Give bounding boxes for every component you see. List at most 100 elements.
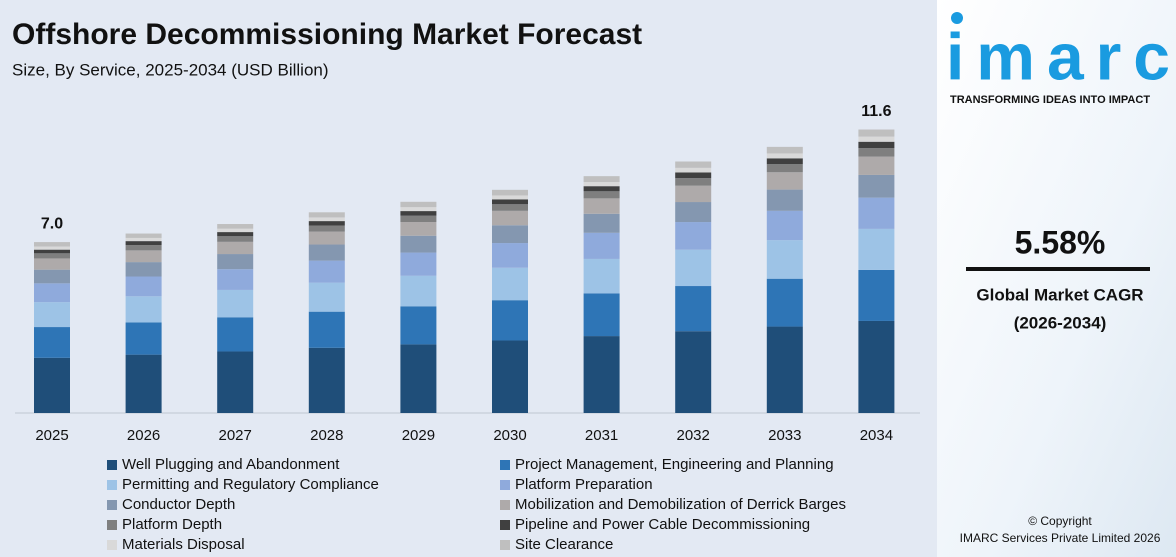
bar-segment xyxy=(34,242,70,247)
x-tick-label: 2026 xyxy=(127,427,160,444)
x-tick-label: 2028 xyxy=(310,427,343,444)
x-tick-label: 2029 xyxy=(402,427,435,444)
bar-segment xyxy=(492,267,528,301)
bar-segment xyxy=(858,174,895,198)
bar-segment xyxy=(583,182,620,187)
legend-label: Pipeline and Power Cable Decommissioning xyxy=(515,516,810,533)
bar-segment xyxy=(858,156,895,175)
total-label: 7.0 xyxy=(41,215,63,232)
bar-segment xyxy=(858,197,895,229)
legend-swatch xyxy=(107,480,117,490)
bar-segment xyxy=(400,207,437,212)
bar-segment xyxy=(125,262,162,277)
bar-segment xyxy=(217,289,254,318)
bar-segment xyxy=(308,221,345,226)
bar-segment xyxy=(400,235,437,253)
bar-segment xyxy=(858,320,895,413)
legend-swatch xyxy=(500,500,510,510)
bar-segment xyxy=(34,302,70,328)
bar-segment xyxy=(34,357,70,413)
company: IMARC Services Private Limited 2026 xyxy=(960,531,1161,545)
bar-segment xyxy=(858,148,895,157)
bar-segment xyxy=(34,283,70,303)
x-tick-label: 2033 xyxy=(768,427,801,444)
bar-segment xyxy=(34,246,70,250)
bar-segment xyxy=(125,233,162,238)
bar-segment xyxy=(583,232,620,259)
bar-segment xyxy=(308,282,345,312)
cagr-value: 5.58% xyxy=(1015,224,1106,260)
bar-segment xyxy=(308,225,345,232)
bar-segment xyxy=(675,249,712,287)
bar-segment xyxy=(125,276,162,297)
bar-segment xyxy=(400,215,437,223)
bar-segment xyxy=(766,326,803,413)
legend-swatch xyxy=(500,460,510,470)
bar-segment xyxy=(766,158,803,165)
bar-segment xyxy=(125,237,162,242)
total-label: 11.6 xyxy=(861,103,891,120)
legend-swatch xyxy=(500,540,510,550)
cagr-label: Global Market CAGR xyxy=(976,285,1143,304)
legend-label: Platform Preparation xyxy=(515,476,653,493)
cagr-rule xyxy=(966,267,1150,271)
bar-segment xyxy=(400,211,437,216)
copyright: © Copyright xyxy=(1028,514,1092,528)
bar-segment xyxy=(675,331,712,413)
bar-segment xyxy=(400,252,437,276)
bar-segment xyxy=(766,146,803,154)
bar-segment xyxy=(675,167,712,173)
bar-segment xyxy=(583,258,620,294)
legend-label: Materials Disposal xyxy=(122,536,245,553)
bar-segment xyxy=(492,210,528,226)
bar-segment xyxy=(583,176,620,183)
legend-label: Well Plugging and Abandonment xyxy=(122,456,340,473)
bar-segment xyxy=(217,351,254,413)
bar-segment xyxy=(400,201,437,208)
bar-segment xyxy=(125,296,162,323)
bar-segment xyxy=(766,153,803,159)
bar-segment xyxy=(675,161,712,168)
bar-segment xyxy=(492,243,528,268)
legend-label: Permitting and Regulatory Compliance xyxy=(122,476,379,493)
bar-segment xyxy=(492,189,528,196)
x-tick-label: 2031 xyxy=(585,427,618,444)
legend-swatch xyxy=(107,460,117,470)
bar-segment xyxy=(766,210,803,241)
bar-segment xyxy=(583,336,620,413)
bar-segment xyxy=(675,172,712,179)
x-tick-label: 2034 xyxy=(860,427,893,444)
bar-segment xyxy=(217,269,254,290)
bar-segment xyxy=(675,222,712,250)
bar-segment xyxy=(308,244,345,261)
legend-label: Platform Depth xyxy=(122,516,222,533)
legend-swatch xyxy=(500,520,510,530)
cagr-period: (2026-2034) xyxy=(1014,313,1107,332)
legend-swatch xyxy=(107,520,117,530)
bar-segment xyxy=(308,212,345,218)
bar-segment xyxy=(675,178,712,186)
bar-segment xyxy=(766,278,803,327)
bar-segment xyxy=(125,250,162,263)
legend-label: Conductor Depth xyxy=(122,496,235,513)
bar-segment xyxy=(858,141,895,149)
bar-segment xyxy=(125,245,162,251)
bar-segment xyxy=(217,224,254,229)
bar-segment xyxy=(34,249,70,254)
x-tick-label: 2032 xyxy=(677,427,710,444)
x-tick-label: 2025 xyxy=(35,427,68,444)
x-tick-label: 2027 xyxy=(219,427,252,444)
x-tick-label: 2030 xyxy=(493,427,526,444)
logo-dot xyxy=(951,12,963,24)
bar-segment xyxy=(217,254,254,270)
bar-segment xyxy=(125,241,162,246)
bar-segment xyxy=(766,240,803,279)
chart-subtitle: Size, By Service, 2025-2034 (USD Billion… xyxy=(12,60,329,79)
legend-swatch xyxy=(107,500,117,510)
bar-segment xyxy=(492,340,528,413)
bar-segment xyxy=(400,344,437,413)
bar-segment xyxy=(492,300,528,341)
bar-segment xyxy=(217,232,254,237)
legend-swatch xyxy=(500,480,510,490)
